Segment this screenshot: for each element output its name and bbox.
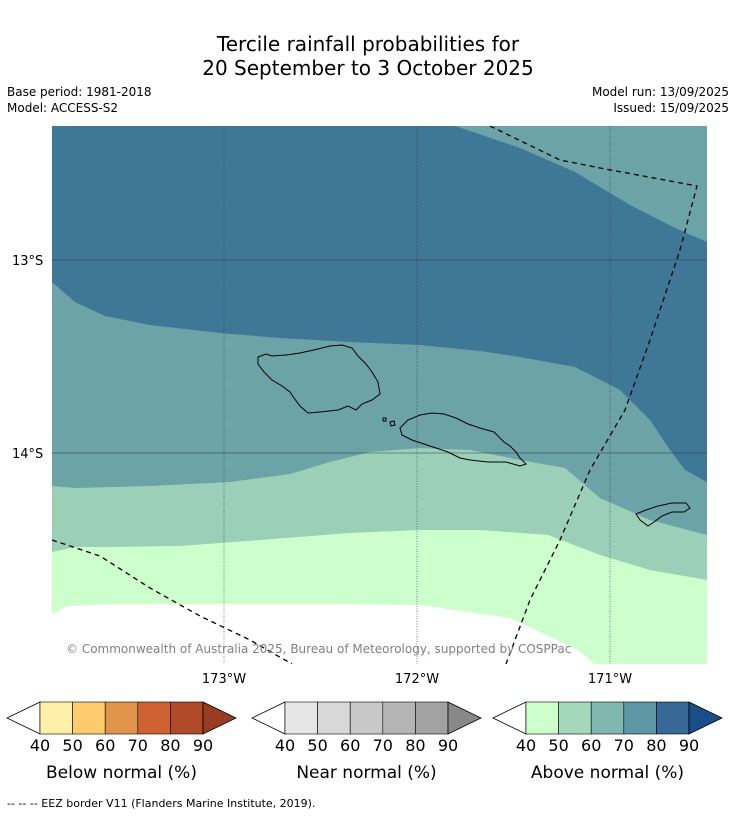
colorbar-segment — [317, 701, 351, 735]
title-line-2: 20 September to 3 October 2025 — [202, 56, 534, 80]
colorbar-tick-label: 90 — [193, 736, 213, 755]
apolima-island — [382, 417, 387, 422]
issued-date: Issued: 15/09/2025 — [613, 101, 729, 115]
colorbar-segment — [415, 701, 449, 735]
colorbar-segment — [623, 701, 657, 735]
colorbar-tick-label: 90 — [438, 736, 458, 755]
savaii-island — [257, 344, 381, 414]
colorbar-tick-label: 90 — [679, 736, 699, 755]
colorbar-segment — [284, 701, 318, 735]
colorbar-tick-label: 50 — [548, 736, 568, 755]
colorbar-max-extension — [202, 701, 237, 735]
lon-label-173w: 173°W — [202, 672, 246, 687]
colorbar-max-extension — [688, 701, 723, 735]
colorbar-title: Below normal (%) — [46, 763, 197, 783]
colorbar-min-extension — [6, 701, 41, 735]
colorbar-min-extension — [492, 701, 527, 735]
base-period: Base period: 1981-2018 — [7, 85, 152, 99]
copyright-text: © Commonwealth of Australia 2025, Bureau… — [66, 642, 571, 656]
colorbar-segment — [72, 701, 106, 735]
colorbar-tick-label: 60 — [340, 736, 360, 755]
lon-label-171w: 171°W — [588, 672, 632, 687]
colorbar-tick-label: 40 — [275, 736, 295, 755]
meta-left: Base period: 1981-2018 Model: ACCESS-S2 — [7, 84, 152, 116]
colorbar-segment — [590, 701, 625, 735]
band-70-80 — [52, 126, 707, 482]
map-plot-area: © Commonwealth of Australia 2025, Bureau… — [52, 126, 707, 664]
colorbar-tick-label: 50 — [307, 736, 327, 755]
colorbar-tick-label: 80 — [405, 736, 425, 755]
colorbar-segment — [349, 701, 384, 735]
colorbar-tick-label: 40 — [30, 736, 50, 755]
colorbar-tick-label: 70 — [614, 736, 634, 755]
eez-border — [52, 126, 698, 664]
colorbar-segment — [137, 701, 171, 735]
graticule — [223, 126, 611, 664]
upolu-island — [399, 412, 527, 467]
colorbar-above-normal: 40 50 60 70 80 90 Above normal (%) — [492, 701, 723, 783]
colorbar-max-extension — [447, 701, 482, 735]
colorbar-segment — [39, 701, 73, 735]
model-run: Model run: 13/09/2025 — [591, 85, 729, 99]
colorbar-segment — [382, 701, 416, 735]
colorbar-tick-label: 80 — [646, 736, 666, 755]
parallels — [52, 259, 707, 454]
eez-border-east — [489, 126, 698, 664]
colorbar-tick-label: 40 — [516, 736, 536, 755]
model-name: Model: ACCESS-S2 — [7, 101, 119, 115]
colorbar-tick-label: 80 — [160, 736, 180, 755]
lat-label-14s: 14°S — [12, 447, 43, 462]
colorbar-tick-label: 70 — [128, 736, 148, 755]
map-title: Tercile rainfall probabilities for 20 Se… — [0, 32, 736, 80]
manono-island — [389, 420, 396, 427]
lon-label-172w: 172°W — [395, 672, 439, 687]
colorbar-segment — [656, 701, 690, 735]
colorbar-segment — [558, 701, 592, 735]
lat-label-13s: 13°S — [12, 254, 43, 269]
colorbar-tick-label: 70 — [373, 736, 393, 755]
colorbar-title: Above normal (%) — [531, 763, 684, 783]
tutuila-island — [635, 502, 691, 527]
colorbar-tick-label: 60 — [95, 736, 115, 755]
colorbar-segment — [104, 701, 139, 735]
meta-right: Model run: 13/09/2025 Issued: 15/09/2025 — [592, 84, 729, 116]
colorbar-tick-label: 60 — [581, 736, 601, 755]
colorbar-segment — [170, 701, 204, 735]
title-line-1: Tercile rainfall probabilities for — [216, 32, 520, 56]
colorbar-min-extension — [251, 701, 286, 735]
eez-footnote: -- -- -- EEZ border V11 (Flanders Marine… — [7, 797, 316, 810]
colorbar-legends: 40 50 60 70 80 90 Below normal (%) 40 50 60 70 80 90… — [6, 701, 723, 783]
colorbar-below-normal: 40 50 60 70 80 90 Below normal (%) — [6, 701, 237, 783]
coastlines — [257, 344, 691, 527]
colorbar-segment — [525, 701, 559, 735]
colorbar-tick-label: 50 — [62, 736, 82, 755]
eez-border-southwest — [52, 539, 293, 664]
colorbar-title: Near normal (%) — [296, 763, 436, 783]
